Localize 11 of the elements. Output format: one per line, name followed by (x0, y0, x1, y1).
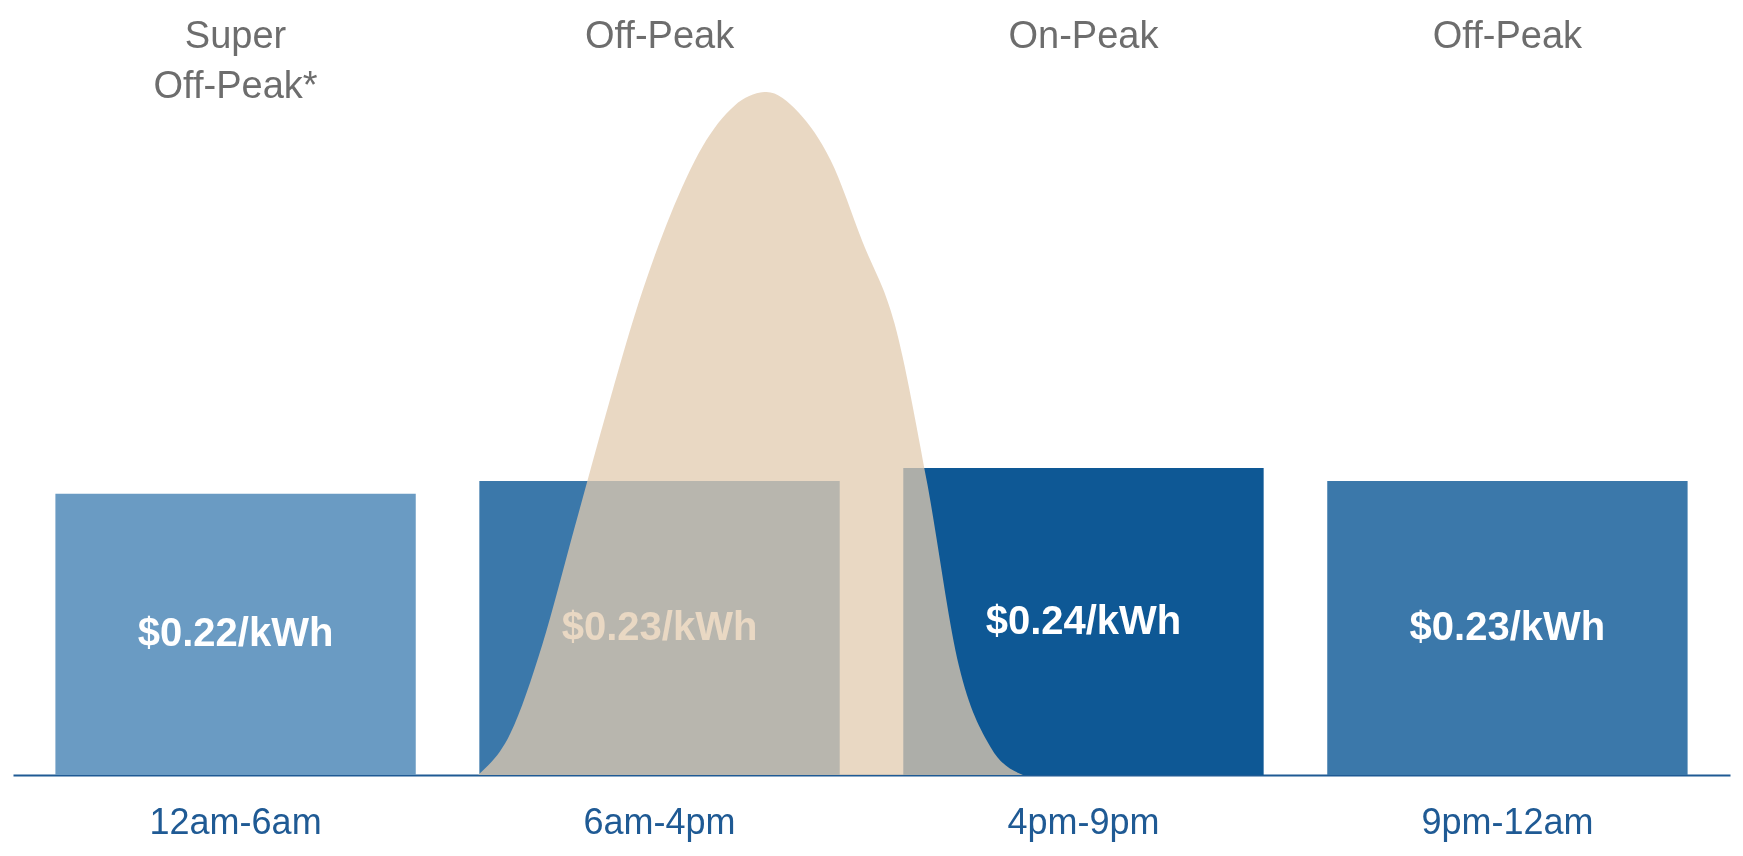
data-label: $0.22/kWh (137, 610, 334, 655)
x-tick-label: 12am-6am (149, 800, 322, 842)
x-tick-label: 6am-4pm (583, 800, 736, 842)
text: Off-Peak (1432, 14, 1584, 56)
text: Off-Peak (584, 14, 736, 56)
text: On-Peak (1008, 14, 1160, 56)
x-tick-label: 4pm-9pm (1007, 800, 1160, 842)
x-tick-label: 9pm-12am (1421, 800, 1594, 842)
data-label: $0.24/kWh (985, 597, 1182, 642)
text: Super Off-Peak* (153, 14, 318, 106)
data-label: $0.23/kWh (1409, 603, 1606, 648)
